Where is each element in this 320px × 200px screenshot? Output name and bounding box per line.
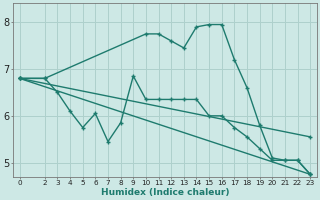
X-axis label: Humidex (Indice chaleur): Humidex (Indice chaleur) [100,188,229,197]
